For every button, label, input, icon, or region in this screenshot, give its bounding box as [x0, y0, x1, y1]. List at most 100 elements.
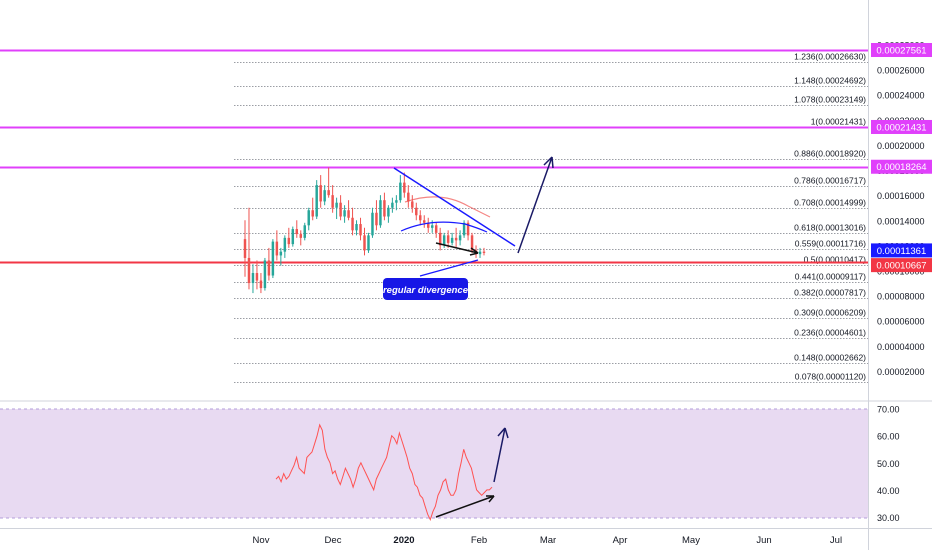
candle-body: [403, 182, 406, 193]
fib-level-label: 0.148(0.00002662): [794, 353, 866, 363]
candle-body: [299, 234, 303, 238]
candle-body: [339, 202, 342, 217]
projection-arrowhead: [543, 156, 554, 169]
candle-body: [335, 202, 338, 208]
price-badge: [871, 258, 932, 273]
price-badge: [871, 43, 932, 58]
candle-body: [347, 210, 350, 218]
candle-body: [391, 202, 394, 208]
candle-body: [263, 260, 267, 289]
horizontal-lines: [0, 49, 868, 264]
fib-level-label: 0.786(0.00016717): [794, 176, 866, 186]
candle-body: [482, 251, 486, 253]
annotation-label-box[interactable]: [383, 278, 468, 300]
time-axis-label: Apr: [613, 535, 628, 546]
candle-body: [415, 207, 418, 216]
time-axis-label: Feb: [471, 535, 487, 546]
candle-body: [279, 251, 283, 256]
candle-body: [411, 201, 414, 208]
candle-body: [363, 235, 366, 251]
rsi-axis-label: 40.00: [877, 486, 900, 496]
candle-body: [375, 212, 378, 226]
price-axis-label: 0.00020000: [877, 141, 925, 151]
rsi-drawings: [435, 427, 509, 518]
candle-body: [438, 232, 442, 246]
price-divergence-line[interactable]: [435, 242, 479, 254]
rsi-projection-arrow[interactable]: [493, 427, 506, 483]
candle-body: [423, 220, 426, 223]
label-pointer-line: [419, 259, 479, 277]
price-badge-label: 0.00027561: [876, 46, 926, 57]
candle-body: [251, 273, 255, 284]
candle-body: [434, 225, 438, 233]
candle-body: [450, 237, 454, 243]
candle-body: [466, 222, 470, 236]
fib-level-label: 0.886(0.00018920): [794, 149, 866, 159]
price-axis-label: 0.00026000: [877, 66, 925, 76]
rsi-axis[interactable]: 30.00 40.00 50.00 60.00 70.00: [877, 405, 900, 523]
rsi-axis-label: 70.00: [877, 405, 900, 415]
candle-body: [446, 235, 450, 243]
projection-arrow[interactable]: [517, 156, 553, 254]
candle-body: [315, 185, 318, 217]
price-axis-label: 0.00004000: [877, 342, 925, 352]
descending-trendline[interactable]: [393, 167, 516, 247]
candle-body: [454, 237, 458, 241]
fib-level-label: 0.559(0.00011716): [795, 239, 866, 249]
candle-body: [470, 235, 474, 251]
price-badge-label: 0.00018264: [876, 162, 926, 173]
rsi-divergence-line[interactable]: [435, 495, 495, 518]
price-badge: [871, 243, 932, 258]
candle-body: [295, 229, 299, 235]
time-axis-label: 2020: [393, 535, 414, 546]
candle-body: [478, 251, 482, 255]
rsi-divergence-arrowhead: [486, 495, 495, 503]
time-axis[interactable]: Nov Dec 2020 Feb Mar Apr May Jun Jul: [253, 535, 843, 546]
rsi-axis-label: 30.00: [877, 513, 900, 523]
candle-body: [331, 195, 334, 208]
fib-level-label: 0.382(0.00007817): [794, 288, 866, 298]
price-badge: [871, 159, 932, 174]
annotation-label-text: regular divergence: [383, 285, 469, 296]
candle-body: [319, 185, 322, 202]
candle-body: [395, 200, 398, 203]
price-badge: [871, 119, 932, 134]
candle-body: [291, 229, 295, 245]
time-axis-label: Nov: [253, 535, 270, 546]
candle-body: [399, 182, 402, 201]
price-axis-label: 0.00006000: [877, 317, 925, 327]
candle-body: [351, 217, 354, 231]
fib-level-label: 0.441(0.00009117): [795, 272, 866, 282]
price-pane[interactable]: [0, 0, 868, 400]
price-divergence-arrowhead: [469, 247, 479, 256]
ma-arc-red: [404, 196, 491, 218]
fib-level-label: 0.236(0.00004601): [794, 328, 866, 338]
candle-body: [367, 235, 370, 251]
price-axis-label: 0.00002000: [877, 367, 925, 377]
time-axis-label: Jun: [756, 535, 771, 546]
candle-body: [383, 200, 386, 217]
fib-level-label: 0.708(0.00014999): [794, 198, 866, 208]
fib-level-label: 0.618(0.00013016): [794, 223, 866, 233]
candle-body: [323, 190, 326, 202]
candle-body: [387, 207, 390, 217]
candle-body: [426, 222, 430, 228]
drawings-layer: regular divergence: [383, 156, 554, 300]
candle-body: [243, 239, 247, 258]
candle-body: [371, 212, 374, 236]
price-badge-label: 0.00010667: [876, 261, 926, 272]
candle-body: [307, 210, 310, 226]
rsi-axis-label: 60.00: [877, 432, 900, 442]
rsi-line: [275, 423, 493, 522]
candle-body: [379, 200, 382, 226]
ma-arc-blue: [400, 221, 488, 233]
time-axis-label: May: [682, 535, 700, 546]
candle-body: [430, 225, 434, 228]
candle-body: [247, 257, 251, 284]
candle-body: [275, 241, 279, 256]
time-axis-label: Jul: [830, 535, 842, 546]
price-axis-label: 0.00024000: [877, 91, 925, 101]
candle-body: [287, 237, 291, 245]
